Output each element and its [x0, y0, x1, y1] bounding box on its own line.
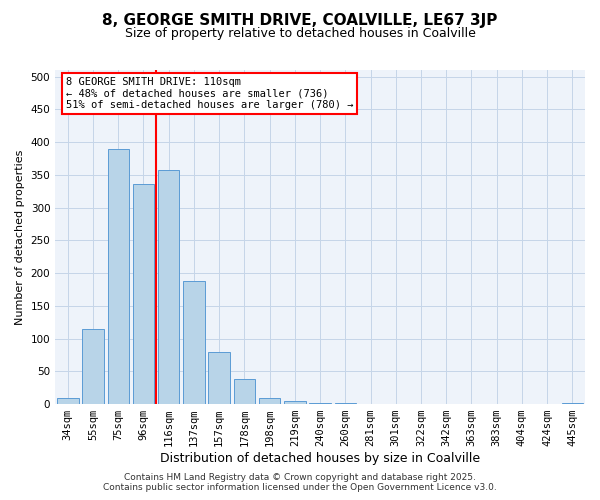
Bar	[57, 398, 79, 404]
Y-axis label: Number of detached properties: Number of detached properties	[15, 150, 25, 324]
Bar	[183, 281, 205, 404]
Bar	[259, 398, 280, 404]
Bar	[158, 170, 179, 404]
X-axis label: Distribution of detached houses by size in Coalville: Distribution of detached houses by size …	[160, 452, 480, 465]
Bar	[107, 148, 129, 404]
Text: 8, GEORGE SMITH DRIVE, COALVILLE, LE67 3JP: 8, GEORGE SMITH DRIVE, COALVILLE, LE67 3…	[103, 12, 497, 28]
Text: Size of property relative to detached houses in Coalville: Size of property relative to detached ho…	[125, 28, 475, 40]
Bar	[82, 329, 104, 404]
Bar	[208, 352, 230, 404]
Bar	[233, 379, 255, 404]
Bar	[284, 401, 305, 404]
Bar	[133, 184, 154, 404]
Text: 8 GEORGE SMITH DRIVE: 110sqm
← 48% of detached houses are smaller (736)
51% of s: 8 GEORGE SMITH DRIVE: 110sqm ← 48% of de…	[66, 76, 353, 110]
Bar	[310, 403, 331, 404]
Text: Contains HM Land Registry data © Crown copyright and database right 2025.
Contai: Contains HM Land Registry data © Crown c…	[103, 473, 497, 492]
